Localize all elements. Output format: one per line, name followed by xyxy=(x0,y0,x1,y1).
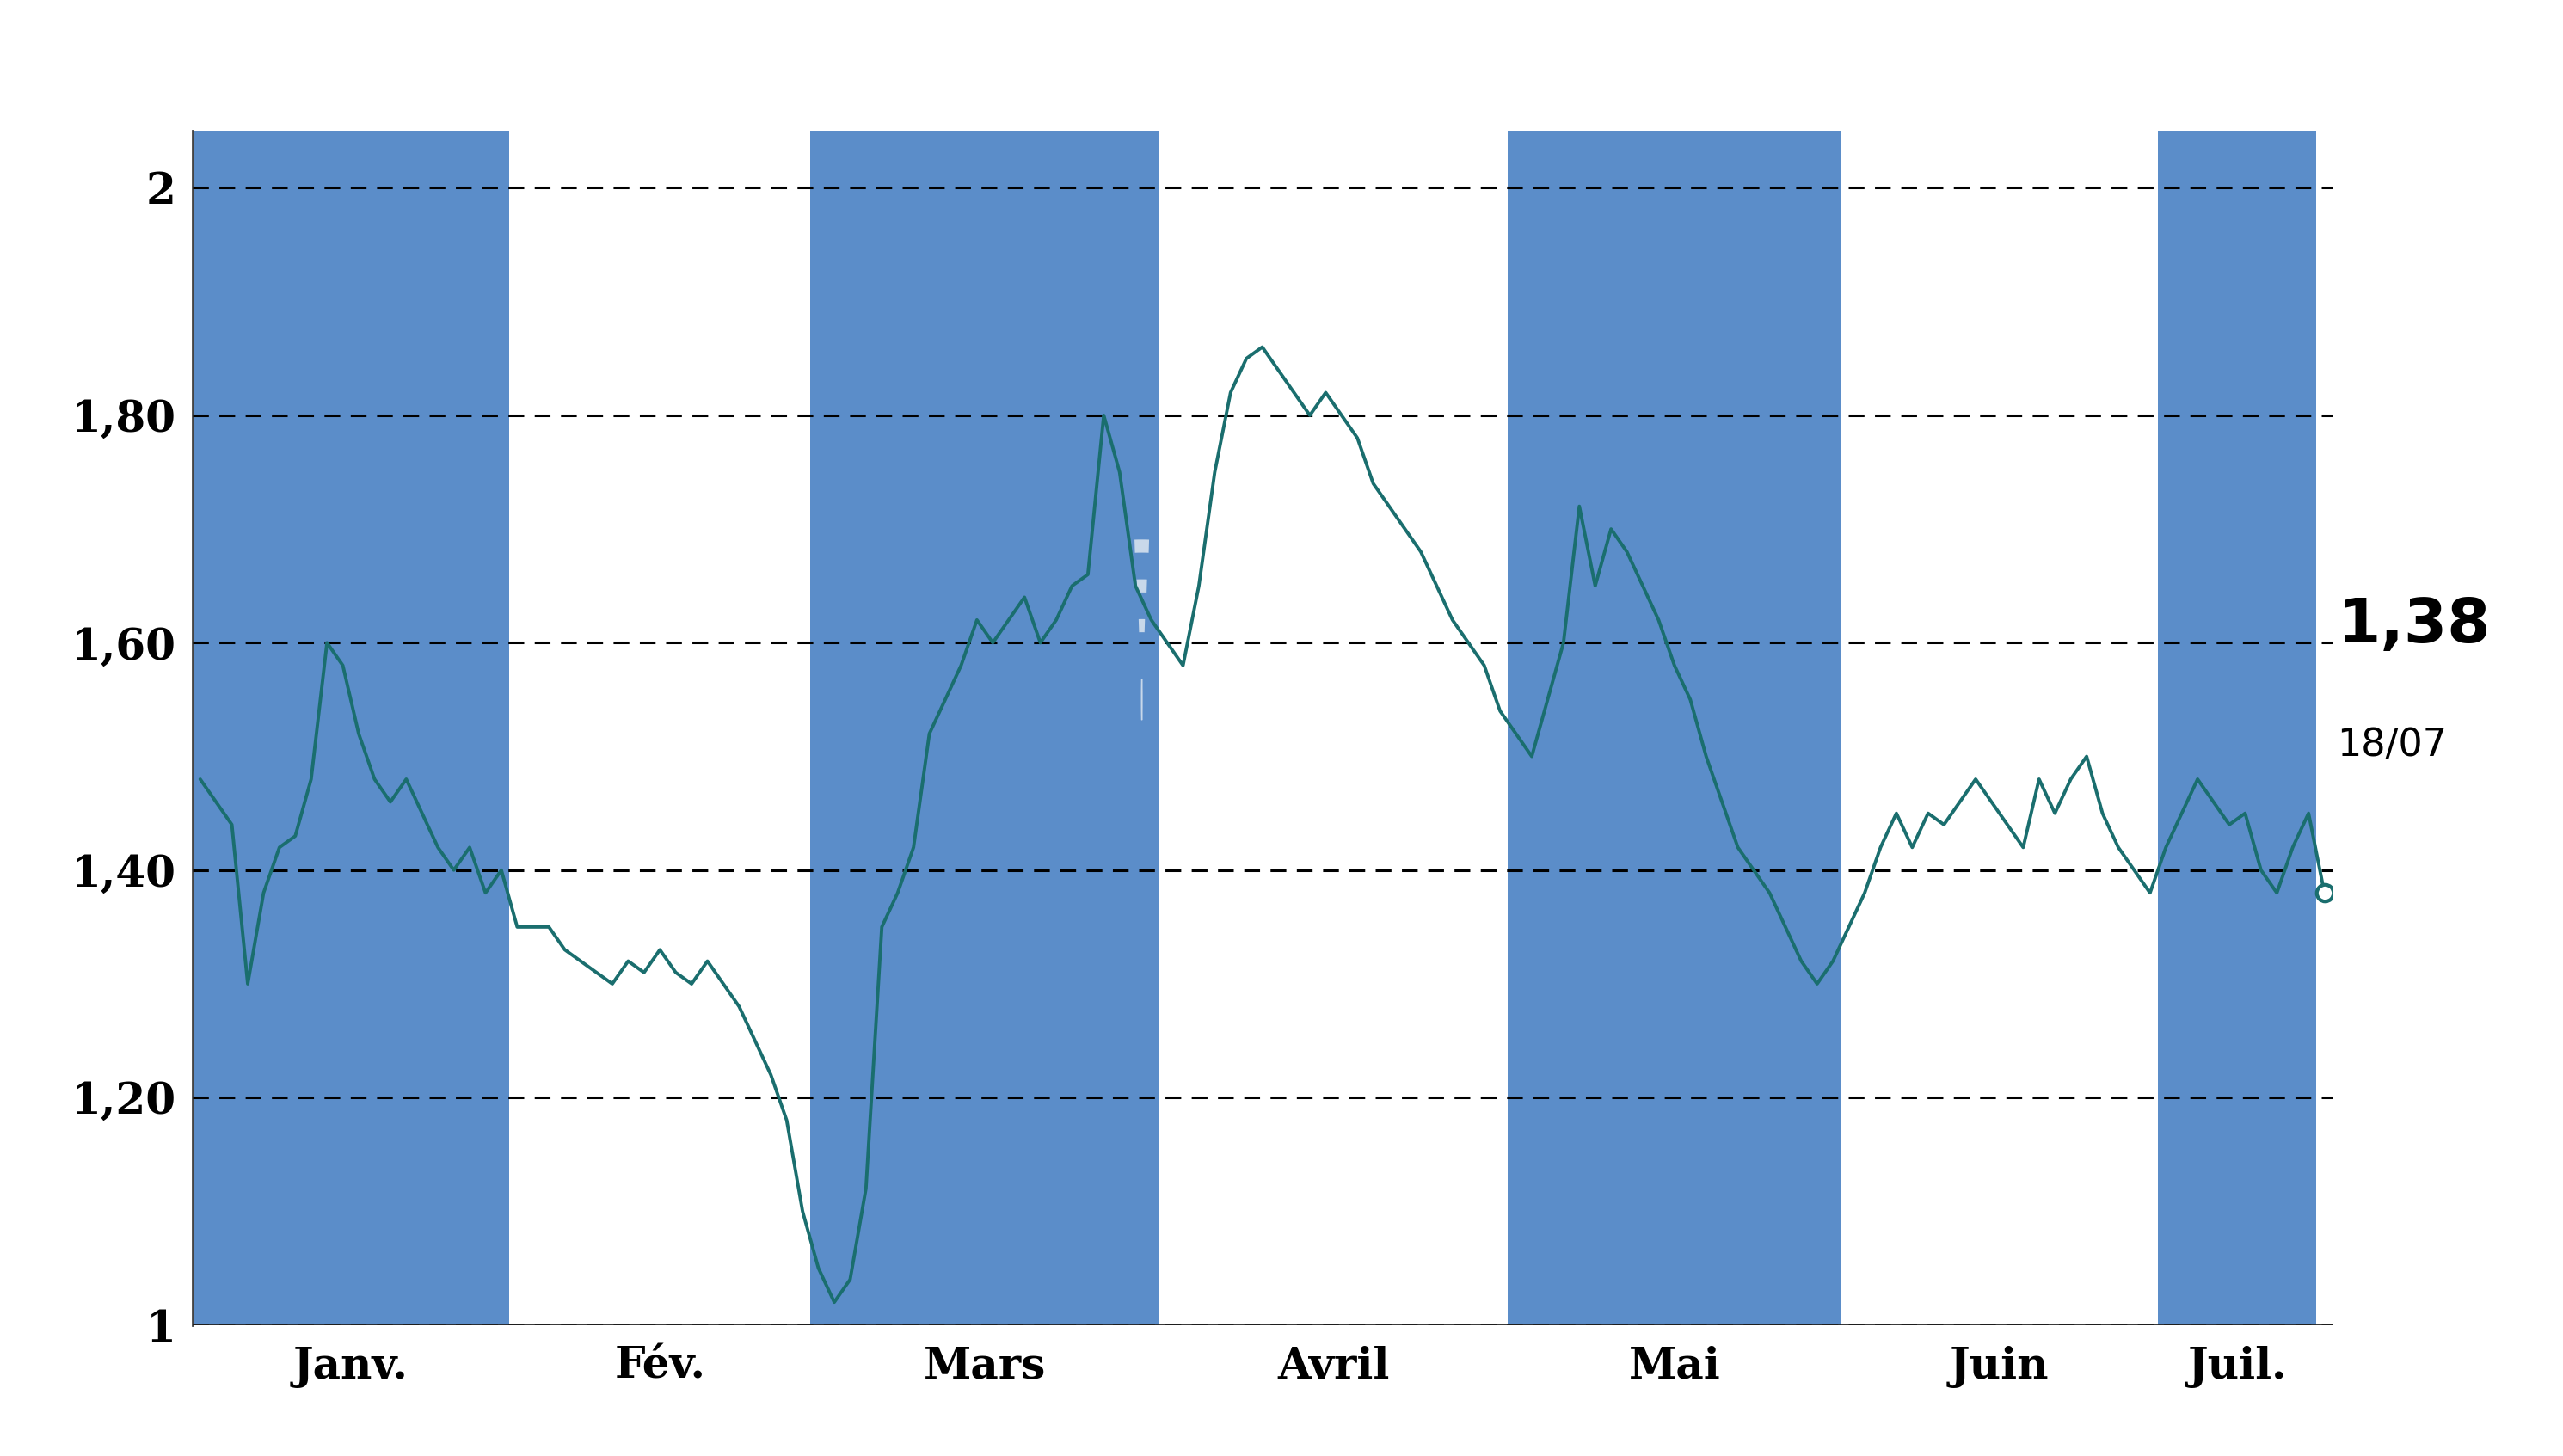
Bar xyxy=(1507,131,1840,1325)
Bar xyxy=(192,131,510,1325)
Text: Singulus Technologies AG: Singulus Technologies AG xyxy=(584,20,1979,114)
Bar xyxy=(2158,131,2317,1325)
Text: 1,38: 1,38 xyxy=(2337,597,2491,655)
Text: 18/07: 18/07 xyxy=(2337,727,2448,764)
Bar xyxy=(810,131,1158,1325)
